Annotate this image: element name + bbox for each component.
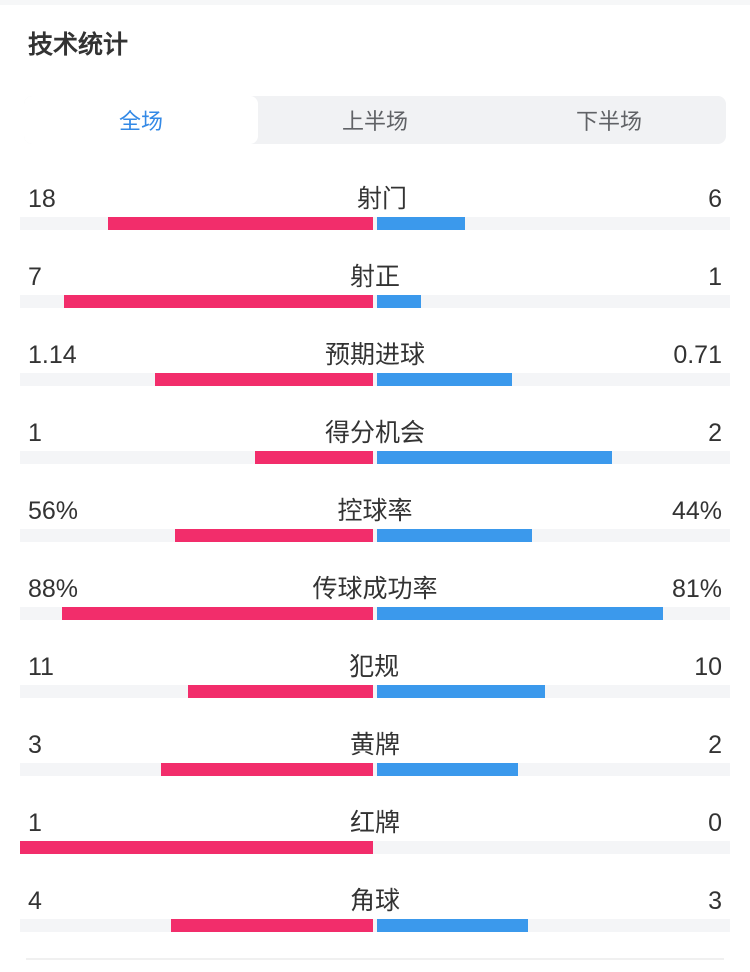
stat-bar-track <box>20 607 730 620</box>
bottom-divider <box>26 958 724 960</box>
stat-label: 红牌 <box>349 809 400 837</box>
away-value: 81% <box>671 575 722 603</box>
away-bar <box>377 295 422 308</box>
tab-second-half[interactable]: 下半场 <box>575 109 642 134</box>
stat-line: 88% 传球成功率 81% <box>0 558 750 602</box>
stat-row: 1.14 预期进球 0.71 <box>0 324 750 402</box>
stat-line: 3 黄牌 2 <box>0 714 750 758</box>
stat-row: 1 红牌 0 <box>0 792 750 870</box>
stat-bar-track <box>20 841 730 854</box>
stat-label: 得分机会 <box>324 419 425 447</box>
home-bar <box>255 451 373 464</box>
home-bar <box>108 217 373 230</box>
away-bar <box>377 217 466 230</box>
home-bar <box>161 763 373 776</box>
home-value: 56% <box>28 497 79 525</box>
stat-line: 1 红牌 0 <box>0 792 750 836</box>
away-value: 10 <box>694 653 722 681</box>
home-value: 18 <box>28 185 56 213</box>
stat-label: 控球率 <box>337 497 413 525</box>
stat-label: 犯规 <box>349 653 400 681</box>
home-value: 4 <box>28 887 42 915</box>
stat-row: 18 射门 6 <box>0 168 750 246</box>
home-value: 88% <box>28 575 79 603</box>
away-bar <box>377 529 533 542</box>
stat-row: 7 射正 1 <box>0 246 750 324</box>
away-bar <box>377 919 529 932</box>
away-bar <box>377 763 519 776</box>
home-bar <box>171 919 373 932</box>
home-value: 11 <box>28 653 54 681</box>
stat-line: 7 射正 1 <box>0 246 750 290</box>
page-title: 技术统计 <box>28 31 129 59</box>
home-value: 1.14 <box>28 341 77 369</box>
away-bar <box>377 451 613 464</box>
home-bar <box>155 373 373 386</box>
stat-line: 1.14 预期进球 0.71 <box>0 324 750 368</box>
stat-line: 4 角球 3 <box>0 870 750 914</box>
away-value: 0.71 <box>673 341 722 369</box>
stat-bar-track <box>20 373 730 386</box>
stat-line: 18 射门 6 <box>0 168 750 212</box>
stat-label: 传球成功率 <box>312 575 438 603</box>
away-value: 2 <box>708 419 722 447</box>
away-value: 3 <box>708 887 722 915</box>
stat-label: 黄牌 <box>349 731 400 759</box>
stat-bar-track <box>20 451 730 464</box>
away-bar <box>377 685 546 698</box>
away-value: 1 <box>708 263 722 291</box>
stat-label: 射正 <box>349 263 400 291</box>
stat-line: 56% 控球率 44% <box>0 480 750 524</box>
tab-first-half[interactable]: 上半场 <box>341 109 408 134</box>
stat-label: 角球 <box>349 887 400 915</box>
stat-bar-track <box>20 295 730 308</box>
away-value: 6 <box>708 185 722 213</box>
stat-row: 11 犯规 10 <box>0 636 750 714</box>
stat-bar-track <box>20 685 730 698</box>
away-bar <box>377 607 663 620</box>
stats-list: 18 射门 6 7 射正 1 1.14 预期进球 0.71 <box>0 168 750 948</box>
home-value: 7 <box>28 263 42 291</box>
tab-full-match[interactable]: 全场 <box>24 96 258 144</box>
home-bar <box>188 685 373 698</box>
home-bar <box>62 607 373 620</box>
away-value: 2 <box>708 731 722 759</box>
stat-label: 射门 <box>356 185 407 213</box>
stat-bar-track <box>20 763 730 776</box>
stat-row: 56% 控球率 44% <box>0 480 750 558</box>
stat-row: 4 角球 3 <box>0 870 750 948</box>
stat-label: 预期进球 <box>324 341 425 369</box>
home-value: 3 <box>28 731 42 759</box>
stat-line: 1 得分机会 2 <box>0 402 750 446</box>
stat-row: 1 得分机会 2 <box>0 402 750 480</box>
home-bar <box>64 295 373 308</box>
home-value: 1 <box>28 419 42 447</box>
home-value: 1 <box>28 809 42 837</box>
away-bar <box>377 373 513 386</box>
stat-bar-track <box>20 529 730 542</box>
home-bar <box>175 529 373 542</box>
top-divider-strip <box>0 0 750 5</box>
away-value: 0 <box>708 809 722 837</box>
stat-bar-track <box>20 217 730 230</box>
stat-row: 88% 传球成功率 81% <box>0 558 750 636</box>
stat-row: 3 黄牌 2 <box>0 714 750 792</box>
period-tabs: 全场 上半场 下半场 <box>24 96 726 144</box>
stat-line: 11 犯规 10 <box>0 636 750 680</box>
stat-bar-track <box>20 919 730 932</box>
away-value: 44% <box>671 497 722 525</box>
home-bar <box>20 841 373 854</box>
